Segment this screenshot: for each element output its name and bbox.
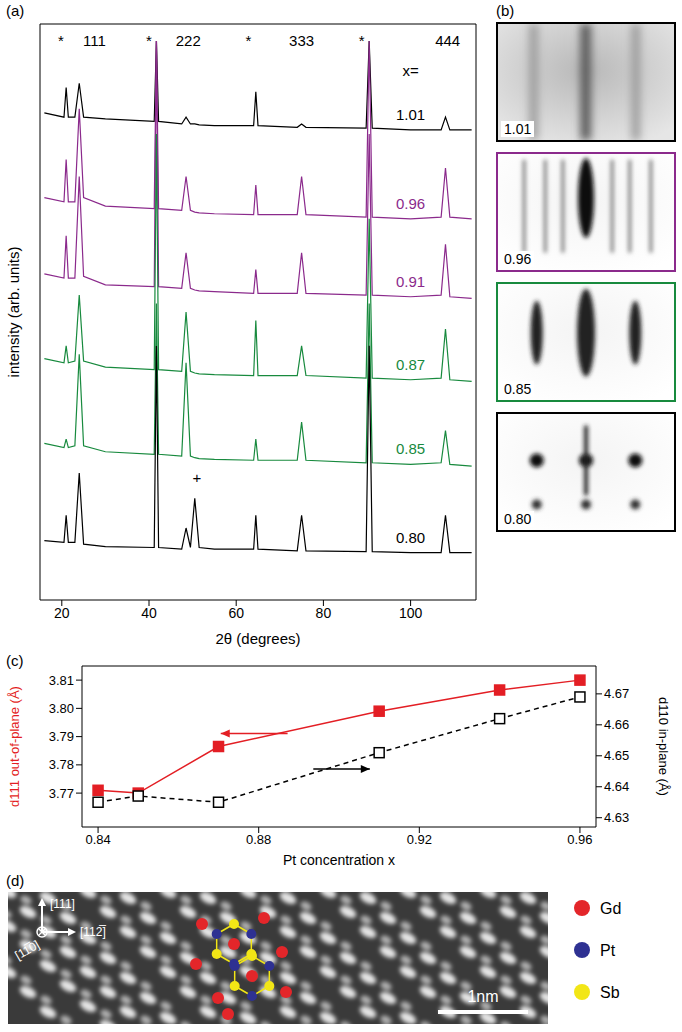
svg-text:20: 20 bbox=[54, 605, 70, 621]
svg-text:3.79: 3.79 bbox=[49, 729, 74, 744]
svg-text:0.96: 0.96 bbox=[396, 195, 425, 212]
html-text:0.85: 0.85 bbox=[504, 381, 532, 397]
svg-text:3.78: 3.78 bbox=[49, 757, 74, 772]
svg-text:0.80: 0.80 bbox=[396, 529, 425, 546]
svg-text:d110 in-plane (Å): d110 in-plane (Å) bbox=[656, 697, 671, 796]
svg-text:[11̅0]: [11̅0] bbox=[13, 938, 42, 963]
svg-text:0.88: 0.88 bbox=[246, 832, 271, 847]
svg-text:4.64: 4.64 bbox=[604, 779, 629, 794]
svg-text:Sb: Sb bbox=[600, 984, 620, 1001]
svg-text:x=: x= bbox=[402, 62, 419, 79]
svg-text:+: + bbox=[193, 469, 202, 486]
svg-text:80: 80 bbox=[316, 605, 332, 621]
svg-text:0.96: 0.96 bbox=[567, 832, 592, 847]
svg-text:111: 111 bbox=[83, 32, 106, 49]
svg-text:4.67: 4.67 bbox=[604, 686, 629, 701]
html-text:0.80: 0.80 bbox=[504, 511, 532, 527]
svg-text:Pt concentration x: Pt concentration x bbox=[283, 852, 395, 868]
svg-text:1.01: 1.01 bbox=[396, 106, 425, 123]
svg-text:Gd: Gd bbox=[600, 900, 621, 917]
html-text:(d): (d) bbox=[6, 872, 25, 889]
html-text:(b): (b) bbox=[496, 2, 515, 19]
svg-text:4.66: 4.66 bbox=[604, 717, 629, 732]
html-text:0.96: 0.96 bbox=[504, 251, 532, 267]
svg-text:333: 333 bbox=[289, 32, 314, 49]
svg-text:444: 444 bbox=[435, 32, 460, 49]
svg-text:d111 out-of-plane (Å): d111 out-of-plane (Å) bbox=[7, 686, 22, 807]
svg-text:4.63: 4.63 bbox=[604, 810, 629, 825]
svg-text:0.92: 0.92 bbox=[407, 832, 432, 847]
svg-text:[112̅]: [112̅] bbox=[80, 925, 106, 939]
svg-text:*: * bbox=[58, 32, 64, 49]
svg-text:60: 60 bbox=[228, 605, 244, 621]
html-text:(a): (a) bbox=[6, 2, 25, 19]
svg-text:40: 40 bbox=[141, 605, 157, 621]
svg-text:222: 222 bbox=[176, 32, 201, 49]
svg-text:1nm: 1nm bbox=[467, 988, 498, 1005]
svg-text:3.81: 3.81 bbox=[49, 673, 74, 688]
svg-text:*: * bbox=[146, 32, 152, 49]
svg-text:2θ (degrees): 2θ (degrees) bbox=[215, 630, 300, 647]
svg-text:0.91: 0.91 bbox=[396, 273, 425, 290]
svg-text:*: * bbox=[245, 32, 251, 49]
svg-text:*: * bbox=[359, 32, 365, 49]
svg-text:0.84: 0.84 bbox=[85, 832, 110, 847]
html-text:1.01: 1.01 bbox=[504, 121, 532, 137]
svg-text:3.77: 3.77 bbox=[49, 786, 74, 801]
svg-text:[111]: [111] bbox=[50, 897, 75, 911]
svg-text:0.85: 0.85 bbox=[396, 440, 425, 457]
svg-text:100: 100 bbox=[399, 605, 423, 621]
svg-text:intensity (arb. units): intensity (arb. units) bbox=[5, 247, 22, 378]
html-text:(c): (c) bbox=[6, 652, 24, 669]
svg-text:3.80: 3.80 bbox=[49, 701, 74, 716]
svg-text:0.87: 0.87 bbox=[396, 356, 425, 373]
svg-text:Pt: Pt bbox=[600, 942, 616, 959]
svg-text:4.65: 4.65 bbox=[604, 748, 629, 763]
